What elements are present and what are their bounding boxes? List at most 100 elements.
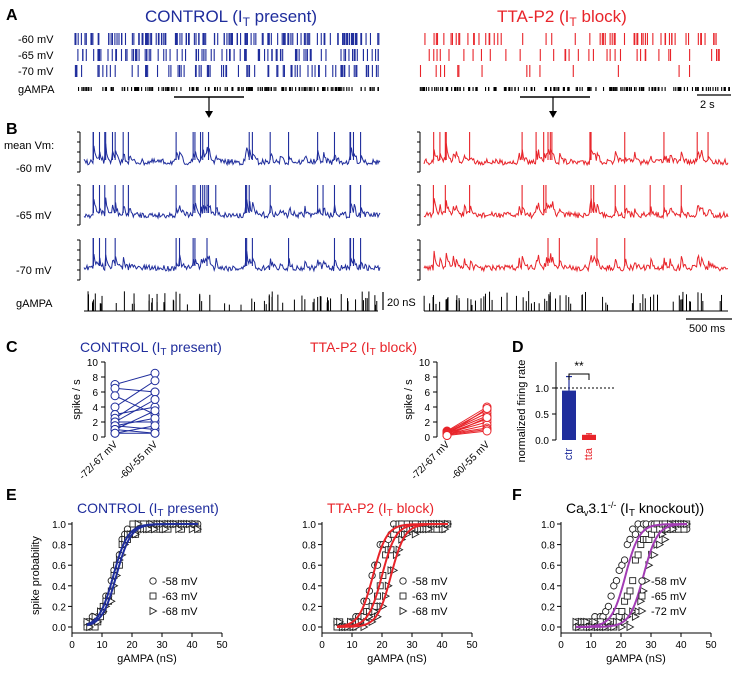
y-tick-label: 8	[424, 373, 430, 384]
y-tick-label: 0.6	[302, 561, 316, 572]
legend-label: -58 mV	[412, 576, 448, 588]
title-text: present)	[166, 339, 221, 355]
marker-square	[618, 608, 626, 615]
raster-tta-70	[419, 65, 691, 77]
x-tick-label: 50	[216, 640, 228, 651]
marker-circle	[604, 602, 613, 611]
x-tick-label: 40	[436, 640, 448, 651]
pair-line	[446, 415, 488, 433]
y-axis-label: spike probability	[30, 536, 42, 615]
x-category-label: -60/-55 mV	[117, 439, 160, 482]
fit-curve	[86, 523, 198, 627]
point-high	[150, 387, 160, 397]
marker-triangle	[650, 550, 659, 560]
panel-label-c: C	[6, 339, 18, 356]
pair-line	[114, 391, 156, 419]
x-category-label: -60/-55 mV	[449, 439, 492, 482]
x-tick-label: 10	[585, 640, 597, 651]
y-tick-label: 6	[92, 388, 98, 399]
chart-title: Cav3.1-/- (IT knockout))	[566, 500, 704, 519]
y-tick-label: 0.4	[541, 582, 555, 593]
title-text: 3.1	[588, 500, 608, 516]
marker-circle	[607, 592, 615, 600]
pair-line	[114, 417, 156, 427]
panel-b-mean-vm-label: mean Vm:	[4, 140, 54, 152]
point-high	[482, 404, 492, 413]
panel-e-control: CONTROL (IT present) 0.0 0.2 0.4 0.6 0.8 1.0 0 1…	[30, 500, 228, 665]
legend-label: -65 mV	[651, 591, 687, 603]
point-low	[110, 383, 120, 393]
raster-gampa-control	[77, 87, 379, 91]
y-tick-label: 6	[424, 388, 430, 399]
marker-triangle	[194, 524, 203, 534]
chart-title: CONTROL (IT present)	[77, 500, 219, 519]
marker-square	[638, 592, 646, 600]
trace-tta-65	[423, 198, 729, 220]
legend-label: -58 mV	[162, 576, 198, 588]
significance-bracket	[568, 373, 590, 380]
y-tick-label: 1.0	[541, 520, 555, 531]
marker-circle	[620, 556, 629, 564]
y-tick-label: 0	[424, 433, 430, 444]
trace-control-60	[83, 143, 381, 167]
panel-label-e: E	[6, 487, 17, 504]
gampa-trace-control	[84, 291, 378, 312]
y-tick-label: 4	[92, 403, 98, 414]
marker-circle	[612, 577, 621, 585]
point-high	[150, 395, 160, 404]
marker-triangle	[634, 607, 643, 616]
pair-line	[114, 429, 156, 434]
title-text: CONTROL (I	[77, 500, 157, 516]
y-tick-label: 2	[424, 418, 430, 429]
panel-label-b: B	[6, 121, 18, 138]
raster-control-65	[77, 49, 379, 61]
legend-label: -63 mV	[412, 591, 448, 603]
title-sub: v	[584, 508, 589, 518]
zoom-arrow-tta	[520, 96, 590, 118]
legend-label: -63 mV	[162, 591, 198, 603]
panel-b-gampa-label: gAMPA	[16, 298, 53, 310]
fit-curve	[336, 523, 448, 628]
y-tick-label: 0.6	[52, 561, 66, 572]
y-tick-label: 0.2	[541, 602, 555, 613]
x-category-label: -72/-67 mV	[77, 439, 120, 482]
marker-circle	[631, 530, 640, 538]
point-high	[150, 376, 160, 386]
title-text: block)	[393, 500, 434, 516]
trace-control-60-spikes	[92, 132, 362, 160]
chart-title: TTA-P2 (IT block)	[310, 339, 417, 358]
x-tick-label: 50	[466, 640, 478, 651]
y-tick-label: 0.6	[541, 561, 555, 572]
chart-title: TTA-P2 (IT block)	[327, 500, 434, 519]
y-tick-label: 0.2	[302, 602, 316, 613]
gampa-trace-tta	[423, 291, 728, 312]
trace-tta-70-spikes	[547, 238, 626, 266]
panel-b-row-label-60: -60 mV	[16, 163, 52, 175]
title-text: block)	[376, 339, 417, 355]
point-high	[150, 368, 160, 378]
y-tick-label: 10	[419, 358, 431, 369]
marker-triangle	[638, 606, 647, 616]
y-tick-label: 0.8	[52, 541, 66, 552]
title-sup: -/-	[608, 500, 617, 510]
legend-label: -72 mV	[651, 606, 687, 618]
panel-a-raster	[74, 33, 730, 91]
point-low	[110, 428, 120, 438]
point-high	[150, 421, 160, 431]
x-axis-label: gAMPA (nS)	[367, 653, 427, 665]
marker-triangle	[399, 606, 408, 616]
y-tick-label: 0.2	[52, 602, 66, 613]
marker-circle	[638, 577, 646, 585]
y-axis-label: normalized firing rate	[516, 360, 528, 463]
panel-b-time-scale-label: 500 ms	[689, 323, 726, 335]
raster-gampa-tta	[419, 87, 730, 91]
marker-square	[634, 551, 642, 559]
marker-circle	[399, 577, 407, 585]
x-category-label: -72/-67 mV	[409, 439, 452, 482]
point-high	[150, 413, 160, 423]
y-tick-label: 8	[92, 373, 98, 384]
y-axis-label: spike / s	[403, 379, 415, 420]
x-tick-label: 40	[186, 640, 198, 651]
x-category-label: ctr	[563, 448, 575, 461]
